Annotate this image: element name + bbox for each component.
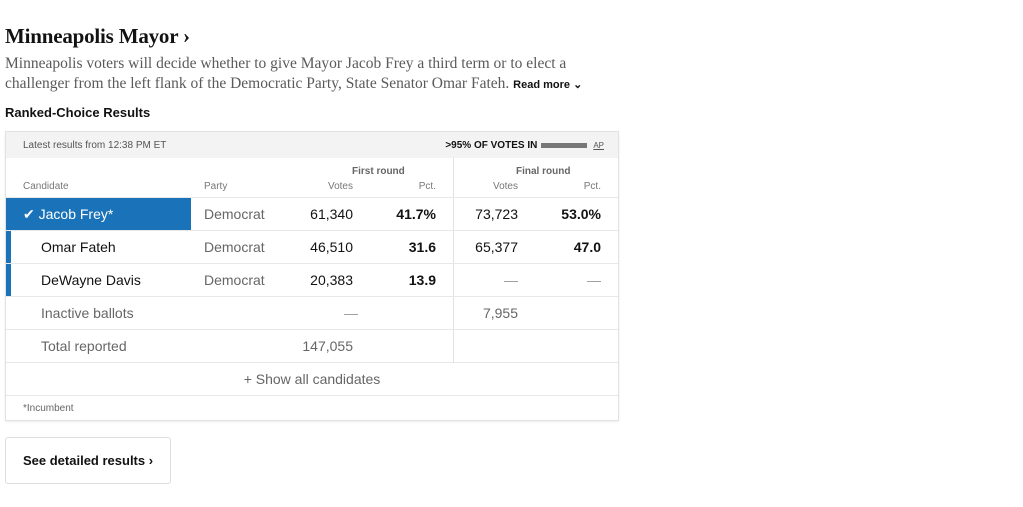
first-pct: 13.9	[408, 272, 436, 288]
final-votes-header: Votes	[453, 158, 523, 197]
candidate-name: ✔ Jacob Frey*	[6, 198, 191, 230]
column-headers: First round Final round Candidate Party …	[6, 158, 618, 197]
first-pct: 31.6	[408, 239, 436, 255]
race-description: Minneapolis voters will decide whether t…	[5, 54, 605, 95]
final-votes: 73,723	[453, 198, 523, 230]
candidate-row: DeWayne Davis Democrat 20,383 13.9 — —	[6, 263, 618, 296]
candidate-row: ✔ Jacob Frey* Democrat 61,340 41.7% 73,7…	[6, 197, 618, 230]
final-pct: 47.0	[573, 239, 601, 255]
results-header: Latest results from 12:38 PM ET >95% OF …	[6, 132, 618, 158]
inactive-label: Inactive ballots	[41, 305, 134, 321]
first-round-header: First round	[352, 166, 405, 177]
source-link[interactable]: AP	[593, 140, 604, 150]
race-title[interactable]: Minneapolis Mayor ›	[5, 24, 190, 48]
first-votes: 20,383	[310, 272, 353, 288]
final-round-header: Final round	[516, 166, 571, 177]
inactive-row: Inactive ballots — 7,955	[6, 296, 618, 329]
inactive-first-votes: —	[344, 305, 358, 321]
final-votes: 65,377	[453, 231, 523, 263]
candidate-name: DeWayne Davis	[41, 272, 141, 288]
results-table: Latest results from 12:38 PM ET >95% OF …	[5, 131, 619, 421]
section-title: Ranked-Choice Results	[5, 105, 151, 120]
total-row: Total reported 147,055	[6, 329, 618, 362]
party: Democrat	[204, 272, 265, 288]
candidate-header: Candidate	[23, 181, 69, 192]
candidate-row: Omar Fateh Democrat 46,510 31.6 65,377 4…	[6, 230, 618, 263]
party: Democrat	[204, 239, 265, 255]
final-votes: —	[453, 264, 523, 296]
description-text: Minneapolis voters will decide whether t…	[5, 55, 567, 92]
first-votes-header: Votes	[327, 181, 353, 192]
footnote: *Incumbent	[6, 395, 618, 420]
first-votes: 46,510	[310, 239, 353, 255]
first-pct-header: Pct.	[418, 181, 436, 192]
candidate-name: Omar Fateh	[41, 239, 116, 255]
final-pct-header: Pct.	[583, 181, 601, 192]
read-more-link[interactable]: Read more ⌄	[513, 79, 583, 91]
total-first-votes: 147,055	[302, 338, 353, 354]
updated-time: Latest results from 12:38 PM ET	[23, 139, 167, 151]
candidate-color-bar	[6, 264, 11, 296]
inactive-final-votes: 7,955	[453, 297, 523, 329]
final-pct: 53.0%	[561, 206, 601, 222]
first-pct: 41.7%	[396, 206, 436, 222]
candidate-color-bar	[6, 231, 11, 263]
reporting-bar	[541, 142, 588, 148]
first-votes: 61,340	[310, 206, 353, 222]
total-label: Total reported	[41, 338, 127, 354]
final-pct: —	[587, 272, 601, 288]
see-detailed-results-button[interactable]: See detailed results ›	[5, 437, 171, 484]
party: Democrat	[204, 206, 265, 222]
show-all-candidates-button[interactable]: + Show all candidates	[6, 362, 618, 395]
reporting-status: >95% OF VOTES IN	[445, 139, 538, 151]
party-header: Party	[204, 181, 228, 192]
